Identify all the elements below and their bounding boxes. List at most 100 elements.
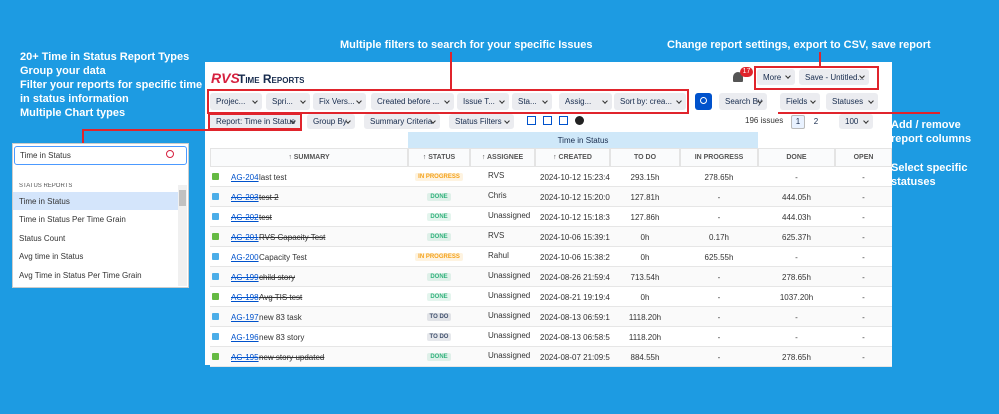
filter-dropdown[interactable]: Created before ...: [371, 93, 454, 110]
created: 2024-08-13 06:58:50: [540, 332, 610, 342]
highlight: [208, 113, 302, 130]
chart-icon[interactable]: [575, 116, 584, 125]
time-cell: -: [862, 212, 865, 222]
highlight: [880, 112, 940, 114]
search-by[interactable]: Search By: [719, 93, 767, 110]
toolbar-dropdown[interactable]: Report: Time in Status: [210, 114, 300, 129]
save-button[interactable]: Save - Untitled...: [799, 69, 869, 85]
issue-summary: new 83 task: [259, 312, 302, 322]
created: 2024-10-12 15:20:05: [540, 192, 610, 202]
toolbar-dropdown[interactable]: Status Filters: [449, 114, 514, 129]
time-cell: 713.54h: [630, 272, 660, 282]
column-header: TO DO: [610, 148, 680, 167]
dropdown-section: STATUS REPORTS: [19, 183, 73, 189]
column-header[interactable]: ↑ SUMMARY: [210, 148, 408, 167]
app-title: Time Reports: [238, 72, 305, 86]
fields-button[interactable]: Fields: [780, 93, 820, 110]
issue-type-icon: [212, 313, 219, 320]
issue-type-icon: [212, 353, 219, 360]
issue-key[interactable]: AG-202: [231, 212, 259, 222]
time-cell: -: [717, 312, 721, 322]
time-cell: 625.37h: [782, 232, 811, 242]
chart-icon[interactable]: [527, 116, 536, 125]
chart-icon[interactable]: [543, 116, 552, 125]
issue-key[interactable]: AG-197: [231, 312, 259, 322]
time-cell: -: [862, 272, 865, 282]
dropdown-item[interactable]: Avg time in Status: [19, 252, 84, 261]
time-cell: 278.65h: [782, 272, 811, 282]
status-cell: TO DO: [408, 327, 470, 347]
more-button[interactable]: More: [757, 69, 795, 85]
time-cell: 0.17h: [708, 232, 730, 242]
issue-key[interactable]: AG-203: [231, 192, 259, 202]
highlight: [207, 89, 689, 114]
issue-key[interactable]: AG-198: [231, 292, 259, 302]
status-cell: DONE: [408, 287, 470, 307]
assignee: Unassigned: [488, 290, 531, 300]
filter-dropdown[interactable]: Sort by: crea...: [614, 93, 686, 110]
status-badge: IN PROGRESS: [415, 253, 463, 261]
issue-key[interactable]: AG-200: [231, 252, 259, 262]
filter-dropdown[interactable]: Sta...: [512, 93, 552, 110]
annotation: Select specific: [891, 162, 968, 174]
status-badge: TO DO: [426, 333, 452, 341]
statuses-button[interactable]: Statuses: [826, 93, 878, 110]
bell-icon: [733, 72, 743, 82]
column-header[interactable]: ↑ STATUS: [408, 148, 470, 167]
toolbar-dropdown[interactable]: Group By: [307, 114, 355, 129]
dropdown-item[interactable]: Time in Status Per Time Grain: [19, 215, 126, 224]
issue-key[interactable]: AG-195: [231, 352, 259, 362]
assignee: Rahul: [488, 250, 509, 260]
page-button[interactable]: 2: [813, 117, 819, 126]
column-header: OPEN: [835, 148, 892, 167]
column-header[interactable]: ↑ ASSIGNEE: [470, 148, 535, 167]
issue-type-icon: [212, 173, 219, 180]
row: [210, 327, 892, 347]
time-cell: -: [795, 312, 798, 322]
assignee: Unassigned: [488, 270, 531, 280]
filter-dropdown[interactable]: Fix Vers...: [313, 93, 366, 110]
issue-key[interactable]: AG-204: [231, 172, 259, 182]
created: 2024-08-21 19:19:47: [540, 292, 610, 302]
filter-dropdown[interactable]: Projec...: [210, 93, 262, 110]
issue-key[interactable]: AG-199: [231, 272, 259, 282]
dropdown-item[interactable]: Time in Status: [13, 192, 178, 210]
filter-dropdown[interactable]: Issue T...: [457, 93, 509, 110]
chart-icon[interactable]: [559, 116, 568, 125]
assignee: Unassigned: [488, 330, 531, 340]
filter-dropdown[interactable]: Spri...: [266, 93, 310, 110]
status-cell: IN PROGRESS: [408, 247, 470, 267]
issue-key[interactable]: AG-196: [231, 332, 259, 342]
issue-summary: child story: [259, 272, 296, 282]
status-cell: DONE: [408, 187, 470, 207]
row: [210, 307, 892, 327]
filter-dropdown[interactable]: Assig...: [559, 93, 612, 110]
dropdown-search[interactable]: Time in Status: [14, 146, 187, 165]
created: 2024-10-12 15:18:32: [540, 212, 610, 222]
time-cell: 0h: [640, 292, 650, 302]
row: [210, 267, 892, 287]
page-size[interactable]: 100: [839, 114, 873, 129]
notification-badge: 17: [740, 67, 753, 77]
row: [210, 167, 892, 187]
time-cell: -: [717, 352, 721, 362]
time-cell: 278.65h: [782, 352, 811, 362]
assignee: RVS: [488, 230, 505, 240]
annotation: Add / remove: [891, 119, 961, 131]
toolbar-dropdown[interactable]: Summary Criteria: [364, 114, 440, 129]
time-cell: -: [717, 332, 721, 342]
issue-type-icon: [212, 293, 219, 300]
dropdown-item[interactable]: Avg Time in Status Per Time Grain: [19, 270, 142, 280]
column-header[interactable]: ↑ CREATED: [535, 148, 610, 167]
highlight: [82, 129, 302, 131]
issue-key[interactable]: AG-201: [231, 232, 259, 242]
status-cell: DONE: [408, 347, 470, 367]
status-badge: DONE: [427, 193, 451, 201]
time-cell: 0h: [640, 252, 650, 262]
time-cell: -: [717, 272, 721, 282]
dropdown-item[interactable]: Status Count: [19, 233, 66, 243]
row: [210, 207, 892, 227]
page-button[interactable]: 1: [791, 115, 805, 129]
assignee: Unassigned: [488, 350, 531, 360]
